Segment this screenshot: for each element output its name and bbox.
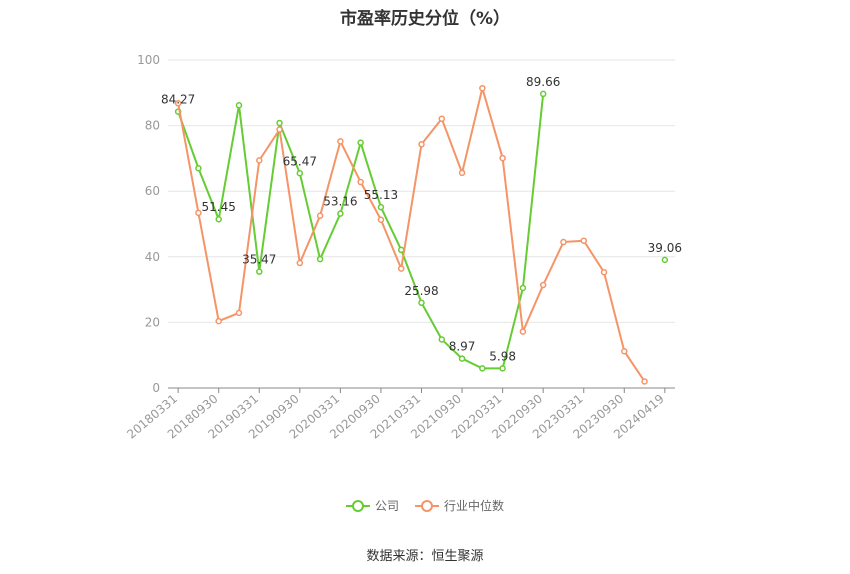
source-note: 数据来源：恒生聚源 xyxy=(366,549,484,564)
data-point-0 xyxy=(256,268,263,275)
data-label: 8.97 xyxy=(449,340,476,354)
data-label: 51.45 xyxy=(202,200,236,214)
data-point-1 xyxy=(357,178,364,186)
data-point-1 xyxy=(539,281,547,289)
data-point-1 xyxy=(499,154,506,162)
data-point-0 xyxy=(276,119,283,127)
data-point-1 xyxy=(519,328,527,335)
data-point-0 xyxy=(195,164,202,172)
legend-label-company: 公司 xyxy=(374,499,399,513)
data-point-1 xyxy=(641,378,648,385)
data-point-0 xyxy=(661,256,669,264)
data-point-0 xyxy=(316,255,324,263)
data-point-1 xyxy=(438,115,446,122)
data-point-1 xyxy=(418,141,425,148)
legend: 公司 行业中位数 xyxy=(0,497,850,514)
data-point-1 xyxy=(195,209,202,217)
legend-swatch-company xyxy=(345,499,370,513)
data-point-1 xyxy=(235,309,243,317)
data-point-1 xyxy=(560,238,567,246)
data-point-0 xyxy=(438,336,446,343)
data-point-0 xyxy=(519,284,527,292)
chart-title: 市盈率历史分位（%） xyxy=(339,9,511,29)
data-label: 35.47 xyxy=(242,253,276,267)
series-line-0 xyxy=(177,93,545,370)
data-label: 65.47 xyxy=(283,154,317,168)
data-point-0 xyxy=(357,139,364,146)
data-point-0 xyxy=(418,299,425,307)
data-point-1 xyxy=(479,84,486,92)
series-line-1 xyxy=(177,87,646,382)
data-point-1 xyxy=(458,169,466,177)
data-point-1 xyxy=(377,216,385,223)
data-label: 39.06 xyxy=(648,241,682,255)
data-label: 5.98 xyxy=(489,349,516,363)
legend-label-industry-median: 行业中位数 xyxy=(444,499,505,513)
series-lines xyxy=(174,84,669,385)
y-tick-label: 60 xyxy=(145,184,160,198)
data-point-0 xyxy=(479,365,486,372)
y-tick-label: 40 xyxy=(145,250,160,264)
data-point-1 xyxy=(337,138,344,145)
data-label: 84.27 xyxy=(161,93,195,107)
data-point-1 xyxy=(600,268,608,276)
data-point-1 xyxy=(256,157,263,164)
data-labels: 84.27 51.45 35.47 65.47 53.16 55.13 25.98 8.97 5… xyxy=(161,75,682,363)
legend-swatch-industry-median xyxy=(415,499,439,513)
data-label: 53.16 xyxy=(323,195,357,209)
legend-item-company[interactable]: 公司 xyxy=(345,497,399,514)
data-point-1 xyxy=(316,212,324,220)
data-point-1 xyxy=(174,100,182,107)
data-point-0 xyxy=(296,170,304,177)
y-tick-label: 80 xyxy=(145,119,160,133)
data-point-0 xyxy=(235,102,243,109)
data-point-0 xyxy=(499,365,506,372)
y-tick-label: 100 xyxy=(137,53,160,67)
data-point-0 xyxy=(458,355,466,362)
data-point-1 xyxy=(215,317,222,325)
data-point-0 xyxy=(377,203,385,211)
y-tick-label: 0 xyxy=(152,381,160,395)
grid xyxy=(168,59,675,323)
data-point-0 xyxy=(215,215,222,223)
data-point-0 xyxy=(397,246,405,254)
data-point-0 xyxy=(337,210,344,217)
data-point-1 xyxy=(580,237,587,244)
data-point-1 xyxy=(296,259,304,267)
data-point-0 xyxy=(539,90,547,98)
y-tick-label: 20 xyxy=(145,315,160,329)
data-point-1 xyxy=(397,265,405,272)
data-label: 25.98 xyxy=(404,284,438,298)
data-point-1 xyxy=(621,348,628,355)
legend-item-industry-median[interactable]: 行业中位数 xyxy=(415,497,504,514)
data-label: 55.13 xyxy=(364,188,398,202)
data-point-1 xyxy=(276,126,283,133)
data-label: 89.66 xyxy=(526,75,560,89)
